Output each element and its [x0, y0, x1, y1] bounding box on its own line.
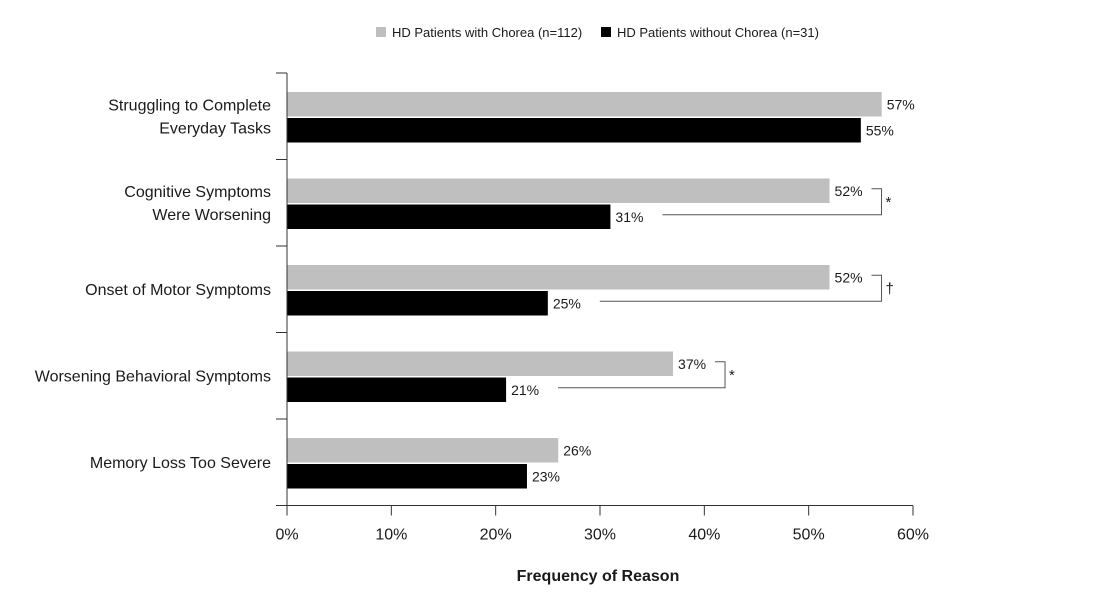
x-axis-label: Frequency of Reason — [517, 568, 680, 585]
value-label: 37% — [678, 356, 706, 372]
category-label: Were Worsening — [152, 207, 271, 224]
x-tick-label: 30% — [584, 527, 616, 544]
category-label: Onset of Motor Symptoms — [85, 282, 271, 299]
category-label: Struggling to Complete — [108, 98, 271, 115]
legend-swatch — [376, 27, 386, 37]
legend-label: HD Patients without Chorea (n=31) — [617, 25, 819, 40]
significance-marker: * — [886, 194, 892, 211]
value-label: 21% — [511, 382, 539, 398]
value-label: 25% — [553, 295, 581, 311]
bar-without-chorea — [287, 464, 527, 489]
significance-marker: † — [886, 280, 894, 297]
significance-bracket — [662, 188, 883, 216]
significance-bracket — [558, 361, 726, 389]
bar-with-chorea — [287, 438, 559, 463]
legend-swatch — [601, 27, 611, 37]
bar-with-chorea — [287, 265, 830, 290]
bar-without-chorea — [287, 118, 861, 143]
bar-without-chorea — [287, 204, 611, 229]
significance-bracket — [599, 274, 883, 302]
value-label: 31% — [615, 209, 643, 225]
value-label: 52% — [835, 269, 863, 285]
bars: 57% 52% 52% 37% 26% 55% 31% 25% 21% 23% — [287, 92, 915, 489]
category-label: Everyday Tasks — [159, 121, 271, 138]
value-label: 57% — [887, 96, 915, 112]
legend-label: HD Patients with Chorea (n=112) — [392, 25, 582, 40]
value-label: 52% — [835, 183, 863, 199]
x-tick-label: 20% — [480, 527, 512, 544]
category-label: Worsening Behavioral Symptoms — [35, 369, 271, 386]
bar-with-chorea — [287, 351, 674, 376]
bar-without-chorea — [287, 377, 507, 402]
bar-with-chorea — [287, 92, 882, 117]
category-label: Cognitive Symptoms — [124, 184, 271, 201]
axes: Struggling to Complete Everyday Tasks Cogn… — [35, 72, 929, 544]
legend: HD Patients with Chorea (n=112) HD Patien… — [376, 25, 819, 40]
x-tick-label: 60% — [897, 527, 929, 544]
bar-without-chorea — [287, 291, 548, 316]
x-tick-label: 0% — [275, 527, 298, 544]
x-tick-label: 50% — [793, 527, 825, 544]
bar-with-chorea — [287, 178, 830, 203]
x-tick-label: 40% — [688, 527, 720, 544]
value-label: 26% — [563, 442, 591, 458]
category-label: Memory Loss Too Severe — [90, 455, 271, 472]
significance-brackets: * † * — [558, 188, 894, 389]
x-tick-label: 10% — [375, 527, 407, 544]
value-label: 55% — [866, 122, 894, 138]
value-label: 23% — [532, 468, 560, 484]
significance-marker: * — [729, 367, 735, 384]
